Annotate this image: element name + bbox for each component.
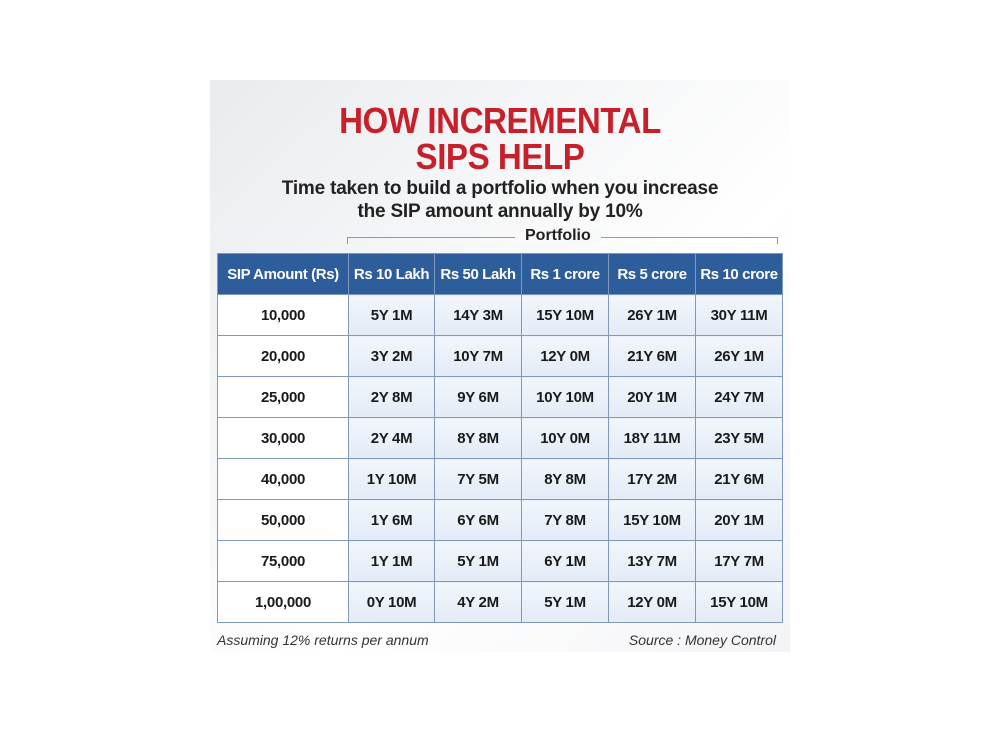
table-cell: 21Y 6M [695,458,783,500]
subtitle-line: Time taken to build a portfolio when you… [281,178,719,199]
table-cell: 12Y 0M [521,335,609,377]
title-line: HOW INCREMENTAL [339,100,661,141]
footnote: Assuming 12% returns per annum [217,632,429,648]
subtitle-line: the SIP amount annually by 10% [357,201,643,222]
column-header: Rs 10 crore [695,253,783,295]
table-cell: 26Y 1M [608,294,696,336]
table-row: 40,000 1Y 10M 7Y 5M 8Y 8M 17Y 2M 21Y 6M [217,458,783,500]
row-header: 25,000 [217,376,349,418]
table-cell: 12Y 0M [608,581,696,623]
row-header: 20,000 [217,335,349,377]
table-row: 75,000 1Y 1M 5Y 1M 6Y 1M 13Y 7M 17Y 7M [217,540,783,582]
table-cell: 1Y 1M [348,540,435,582]
table-cell: 0Y 10M [348,581,435,623]
table-cell: 13Y 7M [608,540,696,582]
table-cell: 10Y 7M [434,335,522,377]
table-cell: 2Y 4M [348,417,435,459]
table-cell: 26Y 1M [695,335,783,377]
column-header: Rs 10 Lakh [348,253,435,295]
table-cell: 9Y 6M [434,376,522,418]
table-cell: 8Y 8M [434,417,522,459]
header-row: SIP Amount (Rs) Rs 10 Lakh Rs 50 Lakh Rs 1 … [217,253,783,295]
column-header: Rs 5 crore [608,253,696,295]
group-label: Portfolio [515,227,601,245]
table-row: 25,000 2Y 8M 9Y 6M 10Y 10M 20Y 1M 24Y 7M [217,376,783,418]
table-cell: 10Y 0M [521,417,609,459]
table-cell: 20Y 1M [608,376,696,418]
table-cell: 10Y 10M [521,376,609,418]
table-cell: 21Y 6M [608,335,696,377]
table-cell: 8Y 8M [521,458,609,500]
data-table: SIP Amount (Rs) Rs 10 Lakh Rs 50 Lakh Rs 1 … [217,253,783,623]
table-cell: 20Y 1M [695,499,783,541]
row-header: 30,000 [217,417,349,459]
source: Source : Money Control [628,632,776,648]
table-cell: 17Y 7M [695,540,783,582]
table-cell: 30Y 11M [695,294,783,336]
table-cell: 5Y 1M [521,581,609,623]
table-cell: 4Y 2M [434,581,522,623]
row-header: 50,000 [217,499,349,541]
table-cell: 15Y 10M [521,294,609,336]
table-cell: 17Y 2M [608,458,696,500]
title-line: SIPS HELP [415,136,585,177]
row-header: 10,000 [217,294,349,336]
table-cell: 1Y 6M [348,499,435,541]
table-cell: 7Y 8M [521,499,609,541]
column-header: SIP Amount (Rs) [217,253,349,295]
column-header: Rs 1 crore [521,253,609,295]
table-cell: 24Y 7M [695,376,783,418]
table-cell: 15Y 10M [695,581,783,623]
column-header: Rs 50 Lakh [434,253,522,295]
table-row: 30,000 2Y 4M 8Y 8M 10Y 0M 18Y 11M 23Y 5M [217,417,783,459]
row-header: 75,000 [217,540,349,582]
table-cell: 23Y 5M [695,417,783,459]
table-cell: 2Y 8M [348,376,435,418]
table-cell: 18Y 11M [608,417,696,459]
table-cell: 5Y 1M [434,540,522,582]
table-cell: 7Y 5M [434,458,522,500]
table-row: 10,000 5Y 1M 14Y 3M 15Y 10M 26Y 1M 30Y 11M [217,294,783,336]
table-cell: 3Y 2M [348,335,435,377]
row-header: 40,000 [217,458,349,500]
row-header: 1,00,000 [217,581,349,623]
table-cell: 6Y 6M [434,499,522,541]
table-row: 50,000 1Y 6M 6Y 6M 7Y 8M 15Y 10M 20Y 1M [217,499,783,541]
table-cell: 5Y 1M [348,294,435,336]
table-cell: 1Y 10M [348,458,435,500]
table-cell: 6Y 1M [521,540,609,582]
table-row: 1,00,000 0Y 10M 4Y 2M 5Y 1M 12Y 0M 15Y 10M [217,581,783,623]
table-cell: 15Y 10M [608,499,696,541]
table-row: 20,000 3Y 2M 10Y 7M 12Y 0M 21Y 6M 26Y 1M [217,335,783,377]
table-cell: 14Y 3M [434,294,522,336]
